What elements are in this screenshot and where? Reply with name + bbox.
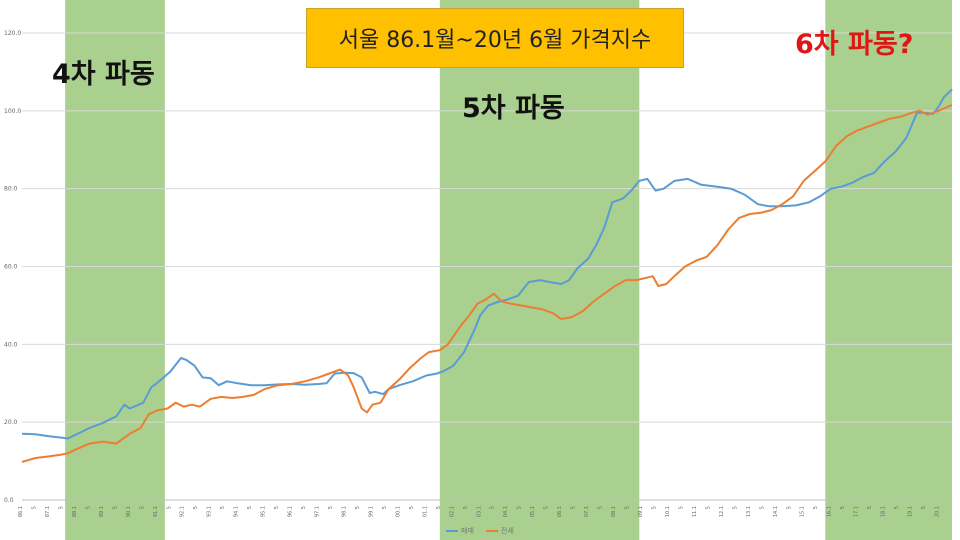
x-tick-label: 94.1 — [234, 506, 240, 517]
x-tick-label-minor: 5 — [58, 506, 64, 509]
series-line-jeonse — [21, 104, 953, 463]
x-tick-label-minor: 5 — [247, 506, 253, 509]
y-axis-ticks: 0.0 20.0 40.0 60.0 80.0 100.0 120.0 — [4, 30, 21, 504]
legend-item-jeonse: 전세 — [485, 526, 514, 536]
x-tick-label-minor: 5 — [921, 506, 927, 509]
x-tick-label: 10.1 — [665, 506, 671, 517]
legend-swatch-jeonse — [485, 530, 498, 532]
x-tick-label-minor: 5 — [328, 506, 334, 509]
x-tick-label: 16.1 — [827, 506, 833, 517]
x-tick-label: 09.1 — [638, 506, 644, 517]
x-tick-label-minor: 5 — [625, 506, 631, 509]
x-tick-label-minor: 5 — [193, 506, 199, 509]
x-tick-label: 18.1 — [881, 506, 887, 517]
x-tick-label-minor: 5 — [759, 506, 765, 509]
x-tick-label: 05.1 — [530, 506, 536, 517]
y-tick-label: 100.0 — [4, 108, 21, 115]
x-tick-label-minor: 5 — [840, 506, 846, 509]
x-tick-label: 17.1 — [854, 506, 860, 517]
x-tick-label-minor: 5 — [355, 506, 361, 509]
x-tick-label-minor: 5 — [517, 506, 523, 509]
x-tick-label: 13.1 — [746, 506, 752, 517]
x-tick-label: 02.1 — [449, 506, 455, 517]
x-tick-label-minor: 5 — [463, 506, 469, 509]
chart-legend: 매매 전세 — [446, 526, 514, 536]
x-tick-label-minor: 5 — [31, 506, 37, 509]
x-tick-label-minor: 5 — [436, 506, 442, 509]
x-tick-label: 12.1 — [719, 506, 725, 517]
x-tick-label: 07.1 — [584, 506, 590, 517]
y-tick-label: 80.0 — [4, 186, 18, 193]
legend-label-sale: 매매 — [461, 527, 474, 535]
x-tick-label-minor: 5 — [409, 506, 415, 509]
x-tick-label-minor: 5 — [112, 506, 118, 509]
x-tick-label: 01.1 — [422, 506, 428, 517]
x-tick-label: 00.1 — [395, 506, 401, 517]
legend-item-sale: 매매 — [446, 526, 474, 536]
x-tick-label: 95.1 — [261, 506, 267, 517]
x-tick-label-minor: 5 — [598, 506, 604, 509]
x-axis-ticks: 86.1 5 87.1 5 88.1 5 89.1 5 90.1 5 91.1 5 92.1 5 93.1 5… — [18, 506, 941, 517]
x-tick-label: 04.1 — [503, 506, 509, 517]
x-tick-label-minor: 5 — [301, 506, 307, 509]
x-tick-label: 15.1 — [800, 506, 806, 517]
x-tick-label: 92.1 — [180, 506, 186, 517]
x-tick-label: 89.1 — [99, 506, 105, 517]
series-lines — [21, 88, 953, 463]
x-tick-label: 19.1 — [908, 506, 914, 517]
x-tick-label: 08.1 — [611, 506, 617, 517]
x-tick-label-minor: 5 — [166, 506, 172, 509]
series-line-sale — [21, 88, 953, 440]
y-tick-label: 0.0 — [4, 497, 14, 504]
x-tick-label-minor: 5 — [85, 506, 91, 509]
x-tick-label: 98.1 — [341, 506, 347, 517]
shaded-bands — [65, 0, 952, 540]
x-tick-label-minor: 5 — [651, 506, 657, 509]
y-tick-label: 120.0 — [4, 30, 21, 37]
x-tick-label-minor: 5 — [544, 506, 550, 509]
x-tick-label-minor: 5 — [786, 506, 792, 509]
chart-title-box: 서울 86.1월~20년 6월 가격지수 — [306, 8, 684, 68]
x-tick-label: 90.1 — [126, 506, 132, 517]
x-tick-label: 97.1 — [315, 506, 321, 517]
x-tick-label: 20.1 — [935, 506, 941, 517]
legend-label-jeonse: 전세 — [500, 527, 514, 535]
wave5-label: 5차 파동 — [462, 93, 565, 124]
x-tick-label-minor: 5 — [139, 506, 145, 509]
x-tick-label: 88.1 — [72, 506, 78, 517]
y-tick-label: 20.0 — [4, 419, 18, 426]
y-tick-label: 40.0 — [4, 341, 18, 348]
x-tick-label: 99.1 — [368, 506, 374, 517]
y-tick-label: 60.0 — [4, 264, 18, 271]
x-tick-label: 11.1 — [692, 506, 698, 517]
x-tick-label-minor: 5 — [705, 506, 711, 509]
x-tick-label: 14.1 — [773, 506, 779, 517]
chart-title: 서울 86.1월~20년 6월 가격지수 — [338, 28, 652, 53]
wave6-label: 6차 파동? — [795, 29, 914, 60]
x-tick-label-minor: 5 — [894, 506, 900, 509]
gridlines — [22, 32, 952, 501]
x-tick-label-minor: 5 — [382, 506, 388, 509]
x-tick-label-minor: 5 — [490, 506, 496, 509]
x-tick-label: 91.1 — [153, 506, 159, 517]
legend-swatch-sale — [446, 530, 458, 532]
x-tick-label-minor: 5 — [220, 506, 226, 509]
x-tick-label-minor: 5 — [732, 506, 738, 509]
x-tick-label-minor: 5 — [571, 506, 577, 509]
x-tick-label: 87.1 — [45, 506, 51, 517]
x-tick-label-minor: 5 — [274, 506, 280, 509]
wave4-label: 4차 파동 — [52, 59, 155, 90]
x-tick-label: 06.1 — [557, 506, 563, 517]
x-tick-label-minor: 5 — [678, 506, 684, 509]
x-tick-label: 93.1 — [207, 506, 213, 517]
x-tick-label: 96.1 — [288, 506, 294, 517]
x-tick-label-minor: 5 — [867, 506, 873, 509]
x-tick-label: 03.1 — [476, 506, 482, 517]
x-tick-label-minor: 5 — [813, 506, 819, 509]
x-tick-label: 86.1 — [18, 506, 24, 517]
shaded-period-4 — [65, 0, 165, 540]
shaded-period-6 — [825, 0, 952, 540]
shaded-period-5 — [439, 0, 640, 540]
